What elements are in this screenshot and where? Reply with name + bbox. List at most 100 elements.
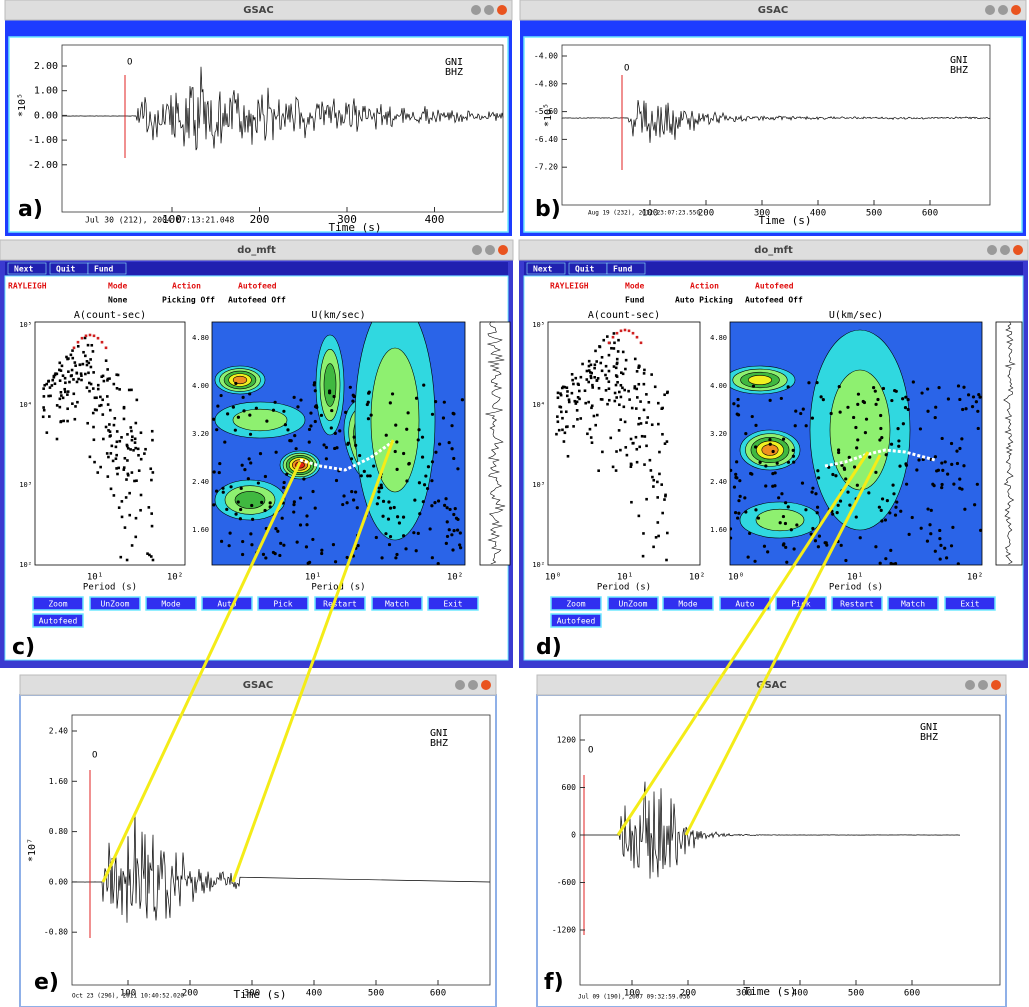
window-button[interactable]: [965, 680, 975, 690]
y-tick-label: 0: [571, 831, 576, 840]
amplitude-point: [614, 366, 618, 370]
amplitude-point: [125, 558, 129, 562]
button[interactable]: [371, 596, 423, 611]
window-button[interactable]: [472, 245, 482, 255]
button[interactable]: [662, 596, 714, 611]
amplitude-point: [65, 355, 68, 359]
button[interactable]: [32, 613, 84, 628]
window-button[interactable]: [468, 680, 478, 690]
dispersion-point: [844, 558, 848, 563]
amplitude-point: [656, 521, 660, 524]
dispersion-point: [733, 511, 738, 515]
menu-item[interactable]: [7, 262, 47, 275]
amplitude-point: [621, 350, 625, 354]
amplitude-point: [613, 391, 617, 395]
amplitude-point: [118, 388, 121, 391]
date: Jul 30 (212), 2004 07:13:21.048: [85, 216, 234, 225]
dispersion-point: [426, 465, 431, 469]
amplitude-point: [622, 405, 626, 409]
menu-item[interactable]: [87, 262, 127, 275]
amplitude-point: [576, 396, 580, 399]
amplitude-point: [593, 366, 596, 370]
button[interactable]: [550, 596, 602, 611]
window-button[interactable]: [1011, 5, 1021, 15]
amplitude-point: [134, 446, 137, 450]
button[interactable]: [257, 596, 309, 611]
window-button[interactable]: [985, 5, 995, 15]
amplitude-point: [126, 459, 129, 462]
dispersion-point: [976, 426, 980, 431]
menu-item[interactable]: [606, 262, 646, 275]
dispersion-point: [379, 483, 383, 487]
window-button[interactable]: [484, 5, 494, 15]
button[interactable]: [145, 596, 197, 611]
dispersion-point: [879, 426, 883, 431]
window-button[interactable]: [1000, 245, 1010, 255]
window-button[interactable]: [497, 5, 507, 15]
amplitude-point: [92, 438, 96, 442]
dispersion-point: [307, 427, 312, 432]
window-button[interactable]: [1013, 245, 1023, 255]
dispersion-point: [274, 450, 278, 454]
dispersion-point: [906, 397, 910, 402]
amplitude-pick: [84, 334, 88, 338]
dispersion-point: [889, 442, 894, 446]
button[interactable]: [314, 596, 366, 611]
dispersion-point: [341, 502, 345, 507]
amplitude-point: [657, 422, 660, 426]
status-value: None: [108, 296, 127, 305]
button[interactable]: [887, 596, 939, 611]
amplitude-point: [45, 431, 49, 434]
amplitude-point: [647, 400, 651, 404]
window-button[interactable]: [485, 245, 495, 255]
dispersion-point: [962, 385, 966, 389]
dispersion-point: [780, 492, 784, 496]
window-button[interactable]: [455, 680, 465, 690]
amplitude-point: [601, 450, 604, 454]
dispersion-point: [792, 460, 796, 464]
dispersion-point: [445, 520, 449, 524]
button[interactable]: [831, 596, 883, 611]
button[interactable]: [89, 596, 141, 611]
amplitude-point: [75, 371, 79, 375]
dispersion-point: [434, 450, 438, 454]
window-button[interactable]: [998, 5, 1008, 15]
button[interactable]: [944, 596, 996, 611]
window-button[interactable]: [991, 680, 1001, 690]
amplitude-point: [605, 377, 609, 380]
amplitude-point: [611, 465, 615, 469]
x-tick-label: 400: [306, 989, 322, 999]
dispersion-point: [735, 476, 739, 480]
button[interactable]: [427, 596, 479, 611]
velocity-y-tick: 1.60: [710, 526, 727, 534]
amplitude-point: [72, 378, 75, 381]
amplitude-point: [88, 455, 92, 459]
dispersion-point: [458, 543, 462, 547]
window-button[interactable]: [987, 245, 997, 255]
amplitude-point: [120, 500, 124, 503]
amplitude-point: [562, 440, 566, 443]
window-button[interactable]: [498, 245, 508, 255]
dispersion-point: [955, 449, 959, 453]
button[interactable]: [550, 613, 602, 628]
panel-label: c): [12, 635, 35, 660]
menu-item[interactable]: [526, 262, 566, 275]
amplitude-point: [595, 360, 599, 363]
amplitude-point: [99, 395, 102, 399]
amplitude-point: [118, 439, 122, 443]
amplitude-y-tick: 10³: [532, 481, 545, 489]
window-button[interactable]: [978, 680, 988, 690]
amplitude-point: [564, 410, 568, 414]
amplitude-point: [79, 372, 83, 375]
amplitude-point: [128, 491, 131, 495]
dispersion-point: [941, 468, 945, 473]
button[interactable]: [607, 596, 659, 611]
window-button[interactable]: [481, 680, 491, 690]
window-button[interactable]: [471, 5, 481, 15]
dispersion-point: [450, 424, 454, 428]
button[interactable]: [32, 596, 84, 611]
dispersion-point: [273, 400, 277, 404]
amplitude-point: [590, 371, 593, 375]
button[interactable]: [201, 596, 253, 611]
dispersion-point: [874, 545, 878, 549]
